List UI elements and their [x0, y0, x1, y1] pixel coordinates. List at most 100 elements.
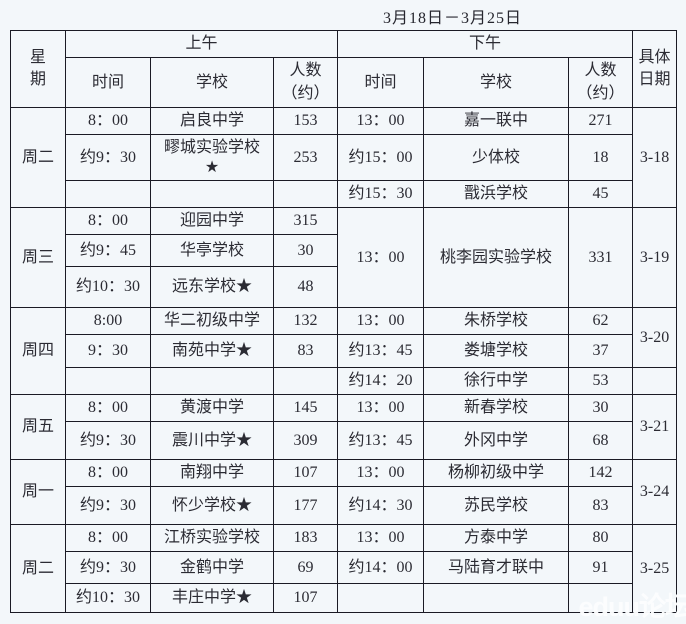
- school-cell: 马陆育才联中: [424, 552, 569, 584]
- time-cell: 8:00: [66, 308, 151, 335]
- table-row: 约9：30 怀少学校★ 177 约14：30 苏民学校 83: [11, 487, 677, 525]
- col-header-count-am-line1: 人数: [276, 60, 335, 82]
- table-row: 约9：30 疁城实验学校 ★ 253 约15：00 少体校 18: [11, 135, 677, 181]
- count-cell: 30: [274, 235, 338, 267]
- time-cell: 约13：45: [338, 422, 424, 460]
- count-cell: 271: [569, 108, 633, 135]
- col-header-count-pm-line2: （约）: [571, 83, 630, 105]
- table-row: 周一 8：00 南翔中学 107 13：00 杨柳初级中学 142 3-24: [11, 460, 677, 487]
- time-cell: 约15：00: [338, 135, 424, 181]
- col-header-morning: 上午: [66, 31, 338, 58]
- school-cell: 徐行中学: [424, 368, 569, 395]
- count-cell: 18: [569, 135, 633, 181]
- school-cell: 苏民学校: [424, 487, 569, 525]
- schedule-table: 星 期 上午 下午 具体 日期 时间 学校 人数 （约） 时间 学校 人数 （约…: [10, 30, 677, 613]
- count-cell: 107: [274, 460, 338, 487]
- count-cell: 183: [274, 525, 338, 552]
- school-cell: 金鹤中学: [151, 552, 274, 584]
- school-cell: 疁城实验学校 ★: [151, 135, 274, 181]
- table-row: 周三 8：00 迎园中学 315 13：00 桃李园实验学校 331 3-19: [11, 208, 677, 235]
- table-row: 约9：30 震川中学★ 309 约13：45 外冈中学 68: [11, 422, 677, 460]
- empty-cell: [338, 584, 424, 613]
- school-cell: 新春学校: [424, 395, 569, 422]
- time-cell: 约9：45: [66, 235, 151, 267]
- week-cell: 周四: [11, 308, 66, 395]
- school-cell: 桃李园实验学校: [424, 208, 569, 308]
- col-header-school-am: 学校: [151, 58, 274, 108]
- school-cell: 杨柳初级中学: [424, 460, 569, 487]
- empty-cell: [151, 368, 274, 395]
- time-cell: 8：00: [66, 460, 151, 487]
- time-cell: 约9：30: [66, 487, 151, 525]
- school-cell: 少体校: [424, 135, 569, 181]
- school-cell: 黄渡中学: [151, 395, 274, 422]
- count-cell: 315: [274, 208, 338, 235]
- col-header-time-am: 时间: [66, 58, 151, 108]
- table-row: 约15：30 戬浜学校 45: [11, 181, 677, 208]
- time-cell: 约9：30: [66, 552, 151, 584]
- school-cell: 江桥实验学校: [151, 525, 274, 552]
- col-header-count-am: 人数 （约）: [274, 58, 338, 108]
- week-cell: 周一: [11, 460, 66, 525]
- empty-cell: [151, 181, 274, 208]
- school-cell: 外冈中学: [424, 422, 569, 460]
- school-cell: 震川中学★: [151, 422, 274, 460]
- col-header-count-am-line2: （约）: [276, 83, 335, 105]
- col-header-time-pm: 时间: [338, 58, 424, 108]
- watermark: eduu论坛: [579, 585, 686, 624]
- count-cell: 153: [274, 108, 338, 135]
- school-cell: 嘉一联中: [424, 108, 569, 135]
- school-cell: 朱桥学校: [424, 308, 569, 335]
- table-row: 约10：30 丰庄中学★ 107: [11, 584, 677, 613]
- school-cell: 戬浜学校: [424, 181, 569, 208]
- date-cell: 3-18: [633, 108, 677, 208]
- date-cell: 3-24: [633, 460, 677, 525]
- time-cell: 13：00: [338, 108, 424, 135]
- col-header-date-line1: 具体: [635, 47, 674, 69]
- school-cell: 华亭学校: [151, 235, 274, 267]
- date-cell: 3-21: [633, 395, 677, 460]
- col-header-week: 星 期: [11, 31, 66, 108]
- count-cell: 30: [569, 395, 633, 422]
- count-cell: 145: [274, 395, 338, 422]
- school-cell: 华二初级中学: [151, 308, 274, 335]
- count-cell: 83: [569, 487, 633, 525]
- page-title: 3月18日－3月25日: [383, 4, 522, 28]
- time-cell: 8：00: [66, 525, 151, 552]
- time-cell: 13：00: [338, 460, 424, 487]
- school-cell: 丰庄中学★: [151, 584, 274, 613]
- week-cell: 周二: [11, 108, 66, 208]
- week-cell: 周二: [11, 525, 66, 613]
- col-header-count-pm-line1: 人数: [571, 60, 630, 82]
- empty-cell: [66, 181, 151, 208]
- col-header-date: 具体 日期: [633, 31, 677, 108]
- col-header-date-line2: 日期: [635, 69, 674, 91]
- col-header-school-pm: 学校: [424, 58, 569, 108]
- count-cell: 142: [569, 460, 633, 487]
- time-cell: 8：00: [66, 108, 151, 135]
- school-cell: 南苑中学★: [151, 335, 274, 368]
- school-cell: 怀少学校★: [151, 487, 274, 525]
- count-cell: 177: [274, 487, 338, 525]
- empty-cell: [633, 368, 677, 395]
- school-cell: 娄塘学校: [424, 335, 569, 368]
- school-cell: 南翔中学: [151, 460, 274, 487]
- count-cell: 62: [569, 308, 633, 335]
- school-cell: 迎园中学: [151, 208, 274, 235]
- time-cell: 13：00: [338, 395, 424, 422]
- count-cell: 91: [569, 552, 633, 584]
- col-header-week-line1: 星: [13, 47, 63, 69]
- table-row: 周四 8:00 华二初级中学 132 13：00 朱桥学校 62 3-20: [11, 308, 677, 335]
- table-row: 周二 8：00 启良中学 153 13：00 嘉一联中 271 3-18: [11, 108, 677, 135]
- time-cell: 约9：30: [66, 422, 151, 460]
- col-header-count-pm: 人数 （约）: [569, 58, 633, 108]
- count-cell: 107: [274, 584, 338, 613]
- school-cell: 启良中学: [151, 108, 274, 135]
- time-cell: 约15：30: [338, 181, 424, 208]
- count-cell: 253: [274, 135, 338, 181]
- time-cell: 13：00: [338, 308, 424, 335]
- count-cell: 53: [569, 368, 633, 395]
- count-cell: 80: [569, 525, 633, 552]
- time-cell: 8：00: [66, 208, 151, 235]
- count-cell: 83: [274, 335, 338, 368]
